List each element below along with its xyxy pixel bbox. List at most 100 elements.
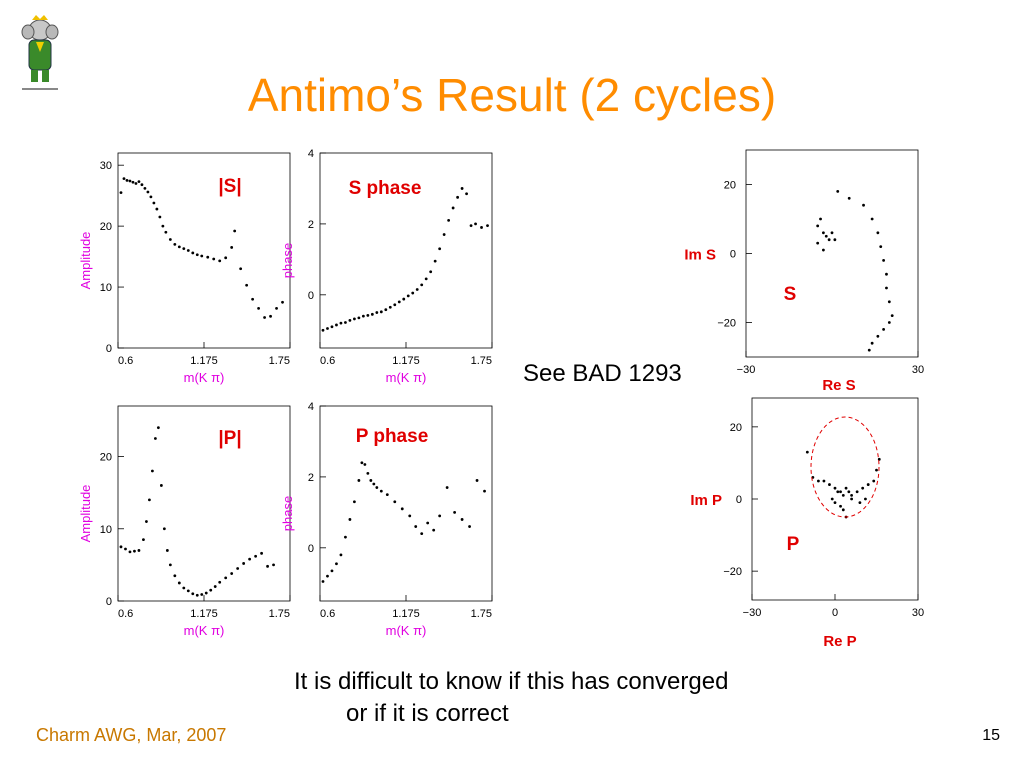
- data-point: [408, 514, 412, 518]
- y-tick-label: −20: [717, 318, 736, 330]
- data-point: [438, 514, 442, 518]
- data-point: [330, 325, 334, 329]
- x-axis-label: m(K π): [386, 370, 427, 385]
- data-point: [260, 551, 263, 555]
- x-tick-label: 1.75: [471, 355, 492, 367]
- data-point: [870, 341, 874, 345]
- x-tick-label: 0: [832, 607, 838, 619]
- x-tick-label: 1.75: [269, 608, 290, 620]
- data-point: [839, 490, 842, 494]
- data-point: [822, 231, 825, 235]
- note-line-2: or if it is correct: [346, 700, 509, 727]
- data-point: [140, 183, 144, 187]
- data-point: [119, 545, 123, 549]
- data-point: [146, 190, 150, 194]
- data-point: [862, 203, 865, 207]
- data-point: [397, 300, 401, 304]
- data-point: [816, 224, 820, 228]
- data-point: [456, 195, 459, 199]
- data-point: [469, 224, 473, 228]
- y-axis-label: phase: [280, 243, 295, 278]
- data-point: [460, 518, 464, 521]
- data-point: [420, 532, 424, 536]
- footer-left: Charm AWG, Mar, 2007: [36, 725, 227, 745]
- x-tick-label: 1.75: [269, 355, 290, 367]
- data-point: [195, 253, 199, 257]
- data-point: [161, 224, 165, 228]
- data-point: [168, 238, 172, 241]
- y-tick-label: 0: [736, 494, 742, 506]
- y-axis-label: Amplitude: [78, 232, 93, 290]
- data-point: [275, 306, 278, 310]
- note-line-1: It is difficult to know if this has conv…: [294, 668, 729, 695]
- data-point: [833, 501, 837, 505]
- data-point: [239, 267, 243, 271]
- data-point: [406, 294, 410, 298]
- data-point: [372, 482, 376, 486]
- data-point: [348, 518, 352, 521]
- data-point: [847, 196, 851, 200]
- data-point: [474, 222, 477, 226]
- x-tick-label: −30: [737, 364, 756, 376]
- data-point: [369, 479, 373, 482]
- data-point: [360, 461, 364, 465]
- data-point: [833, 238, 837, 242]
- data-point: [822, 248, 825, 252]
- data-point: [827, 238, 831, 242]
- data-point: [191, 251, 195, 255]
- y-tick-label: 0: [106, 596, 112, 608]
- x-label-bg: [795, 620, 875, 640]
- y-axis-label: Im P: [690, 492, 722, 509]
- data-point: [420, 283, 424, 287]
- x-axis-label: m(K π): [184, 370, 225, 385]
- data-point: [887, 321, 891, 324]
- data-point: [357, 316, 361, 320]
- data-point: [326, 574, 329, 578]
- data-point: [245, 283, 249, 287]
- data-point: [366, 471, 370, 475]
- y-axis-label: phase: [280, 496, 295, 531]
- data-point: [218, 259, 222, 263]
- data-point: [442, 233, 446, 236]
- data-point: [182, 586, 186, 590]
- plot-title: |P|: [218, 428, 241, 449]
- data-point: [353, 317, 356, 321]
- data-point: [218, 580, 222, 584]
- y-tick-label: 0: [308, 290, 314, 302]
- data-point: [836, 490, 840, 494]
- data-point: [344, 535, 347, 539]
- data-point: [137, 180, 141, 184]
- data-point: [468, 525, 471, 528]
- data-point: [195, 593, 199, 597]
- data-point: [438, 247, 442, 251]
- x-tick-label: 30: [912, 607, 924, 619]
- data-point: [263, 316, 266, 319]
- see-reference: See BAD 1293: [523, 360, 682, 387]
- data-point: [388, 305, 392, 309]
- y-tick-label: 0: [308, 543, 314, 555]
- data-point: [230, 572, 234, 575]
- x-tick-label: 0.6: [320, 355, 335, 367]
- y-axis-label: Im S: [684, 247, 716, 264]
- data-point: [864, 497, 867, 501]
- data-point: [213, 585, 217, 588]
- data-point: [128, 550, 132, 554]
- data-point: [861, 486, 865, 490]
- x-tick-label: 1.175: [392, 355, 420, 367]
- data-point: [162, 527, 166, 531]
- data-point: [363, 463, 367, 466]
- data-point: [145, 520, 148, 523]
- data-point: [257, 306, 260, 310]
- data-point: [833, 486, 837, 490]
- data-point: [887, 300, 891, 304]
- data-point: [233, 229, 237, 233]
- data-point: [882, 328, 885, 331]
- data-point: [858, 501, 862, 505]
- x-axis-label: m(K π): [386, 623, 427, 638]
- data-point: [119, 191, 123, 195]
- data-point: [415, 288, 419, 291]
- data-point: [335, 323, 338, 327]
- data-point: [805, 450, 809, 454]
- y-tick-label: 20: [100, 221, 112, 233]
- data-point: [875, 468, 878, 472]
